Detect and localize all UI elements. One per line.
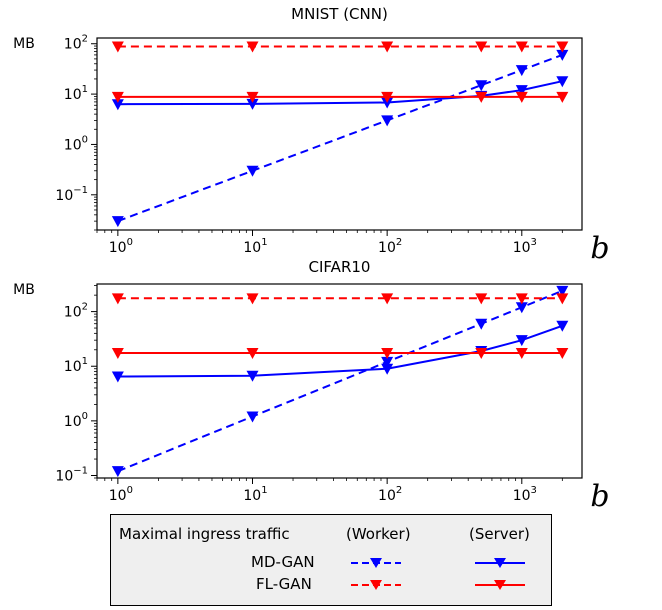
data-point-marker (246, 347, 259, 359)
data-point-marker (111, 91, 124, 103)
legend-sample-md-gan-server (475, 558, 525, 568)
data-point-marker (556, 320, 569, 332)
y-axis-label: MB (13, 282, 35, 298)
legend-sample-fl-gan-server (475, 580, 525, 590)
x-tick-label: 100 (109, 485, 133, 504)
data-point-marker (246, 293, 259, 305)
data-point-marker (246, 91, 259, 103)
data-point-marker (515, 347, 528, 359)
x-axis-label: b (590, 479, 609, 514)
data-point-marker (556, 49, 569, 61)
data-point-marker (515, 302, 528, 314)
data-point-marker (246, 165, 259, 177)
data-point-marker (111, 99, 124, 111)
legend-col-worker: (Worker) (346, 525, 411, 543)
y-tick-label: 102 (64, 302, 88, 321)
legend-sample-fl-gan-worker (351, 580, 401, 590)
x-axis-label: b (590, 231, 609, 266)
data-point-marker (475, 293, 488, 305)
data-point-marker (475, 80, 488, 92)
data-point-marker (556, 347, 569, 359)
data-point-marker (515, 335, 528, 347)
data-point-marker (475, 41, 488, 53)
series-md-gan-server (111, 76, 569, 111)
data-point-marker (381, 347, 394, 359)
chart-title: MNIST (CNN) (291, 5, 388, 23)
x-tick-label: 101 (243, 237, 267, 256)
chart-title: CIFAR10 (309, 258, 371, 276)
data-point-marker (381, 356, 394, 368)
legend: Maximal ingress traffic (Worker) (Server… (110, 514, 552, 606)
x-tick-label: 103 (513, 237, 537, 256)
data-point-marker (111, 371, 124, 383)
legend-col-server: (Server) (469, 525, 530, 543)
axes-frame (96, 37, 583, 231)
data-point-marker (111, 41, 124, 53)
data-point-marker (515, 41, 528, 53)
x-tick-label: 100 (109, 237, 133, 256)
data-point-marker (556, 285, 569, 297)
legend-heading: Maximal ingress traffic (119, 525, 290, 543)
data-point-marker (381, 41, 394, 53)
data-point-marker (381, 97, 394, 109)
y-tick-label: 101 (64, 84, 88, 103)
data-point-marker (515, 65, 528, 77)
legend-label-fl-gan: FL-GAN (256, 575, 312, 593)
chart-panel-2: CIFAR10 100 101 102 103 10−1 100 101 102 MB b (13, 258, 609, 514)
series-md-gan-worker (111, 285, 569, 478)
data-point-marker (381, 91, 394, 103)
legend-label-md-gan: MD-GAN (251, 553, 315, 571)
data-point-marker (475, 91, 488, 103)
data-point-marker (246, 98, 259, 110)
series-fl-gan-worker (111, 41, 569, 53)
data-point-marker (111, 466, 124, 478)
data-point-marker (111, 347, 124, 359)
data-point-marker (381, 115, 394, 127)
data-point-marker (515, 293, 528, 305)
series-line (117, 324, 563, 378)
x-tick-label: 102 (378, 237, 402, 256)
series-fl-gan-server (111, 347, 569, 359)
data-point-marker (556, 41, 569, 53)
data-point-marker (515, 91, 528, 103)
series-line (117, 53, 563, 223)
data-point-marker (381, 293, 394, 305)
x-tick-label: 102 (378, 485, 402, 504)
data-point-marker (246, 411, 259, 423)
data-point-marker (556, 293, 569, 305)
y-tick-label: 101 (64, 356, 88, 375)
legend-sample-md-gan-worker (351, 558, 401, 568)
series-line (117, 289, 563, 473)
y-tick-label: 102 (64, 34, 88, 53)
data-point-marker (475, 318, 488, 330)
data-point-marker (111, 293, 124, 305)
series-md-gan-server (111, 320, 569, 383)
data-point-marker (515, 85, 528, 97)
data-point-marker (556, 76, 569, 88)
data-point-marker (246, 41, 259, 53)
y-tick-label: 100 (64, 134, 88, 153)
chart-panel-1: MNIST (CNN) 100 101 102 103 10−1 100 101 102 MB b (13, 5, 609, 266)
data-point-marker (475, 347, 488, 359)
y-tick-label: 100 (64, 411, 88, 430)
axes-frame (96, 283, 583, 479)
series-md-gan-worker (111, 49, 569, 228)
data-point-marker (111, 216, 124, 228)
data-point-marker (246, 370, 259, 382)
y-axis-label: MB (13, 36, 35, 52)
y-tick-label: 10−1 (55, 466, 88, 485)
series-fl-gan-server (111, 91, 569, 103)
data-point-marker (556, 91, 569, 103)
y-tick-label: 10−1 (55, 185, 88, 204)
x-tick-label: 101 (243, 485, 267, 504)
series-line (117, 80, 563, 106)
x-tick-label: 103 (513, 485, 537, 504)
series-fl-gan-worker (111, 293, 569, 305)
data-point-marker (381, 363, 394, 375)
